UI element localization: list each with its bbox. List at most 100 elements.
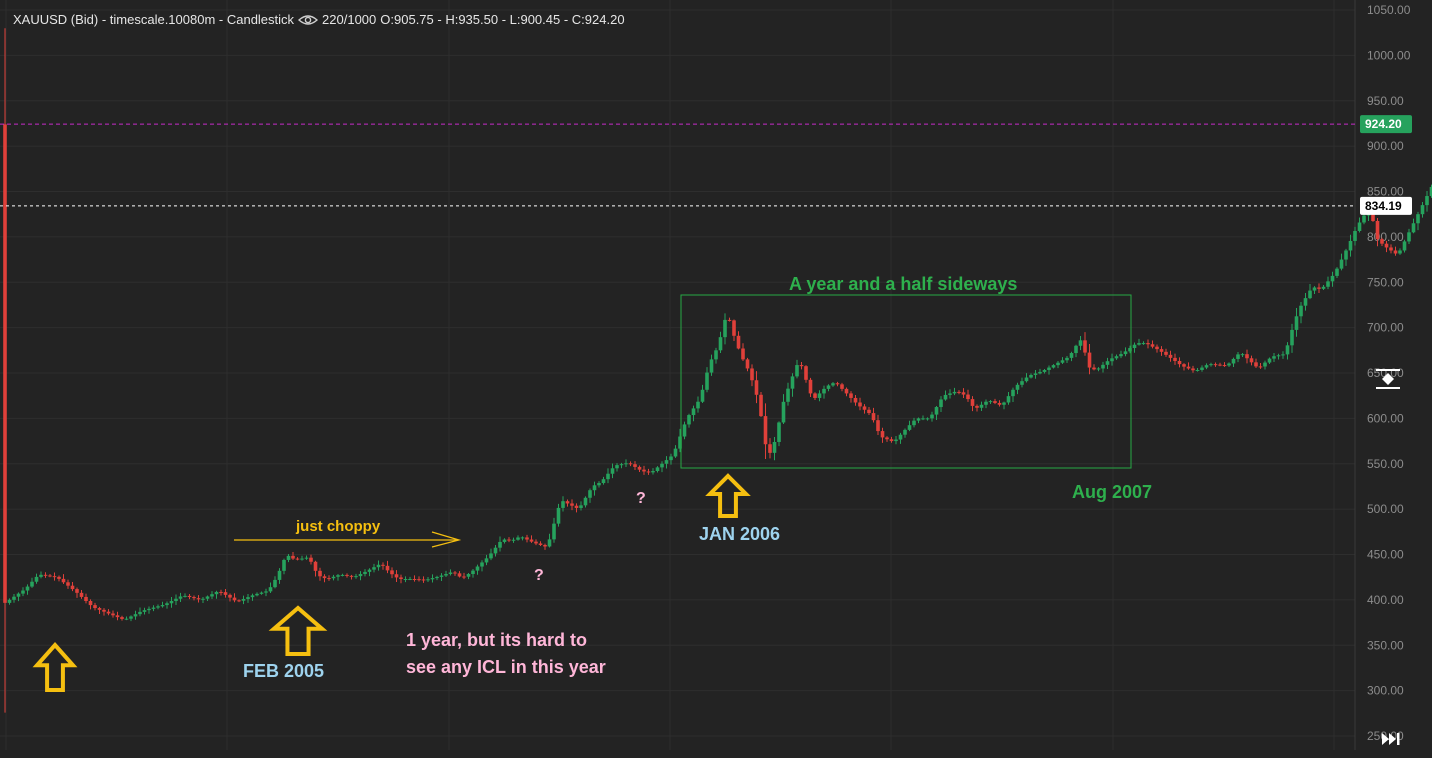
- candle-body: [1087, 352, 1092, 368]
- candle-body: [844, 388, 849, 394]
- candle-body: [1308, 290, 1312, 299]
- candle-body: [174, 598, 178, 602]
- scale-reset-icon[interactable]: [1376, 369, 1400, 389]
- candle-body: [1380, 239, 1384, 244]
- candle-body: [466, 574, 471, 577]
- candle-body: [1276, 355, 1281, 357]
- candle-body: [1213, 364, 1218, 366]
- candle-body: [403, 579, 408, 581]
- candle-body: [574, 505, 579, 508]
- candle-body: [858, 402, 862, 407]
- candle-body: [1249, 358, 1254, 363]
- candle-body: [268, 587, 273, 592]
- candle-body: [646, 471, 651, 473]
- candle-body: [25, 586, 30, 591]
- candle-body: [1290, 329, 1294, 346]
- candle-body: [1420, 205, 1425, 215]
- candle-body: [471, 570, 475, 575]
- candle-body: [1357, 222, 1362, 231]
- candle-body: [1285, 345, 1290, 355]
- candle-body: [1096, 368, 1101, 370]
- candle-body: [529, 539, 534, 542]
- jump-to-end-icon[interactable]: [1382, 733, 1400, 745]
- aug-2007-label: Aug 2007: [1072, 482, 1152, 502]
- candle-body: [592, 485, 597, 491]
- candle-body: [979, 404, 984, 408]
- candle-body: [1200, 367, 1204, 370]
- candle-body: [1335, 268, 1339, 276]
- candle-body: [129, 616, 133, 619]
- candle-body: [84, 596, 88, 602]
- candle-body: [1101, 364, 1105, 369]
- candle-body: [840, 384, 844, 389]
- candle-body: [408, 579, 412, 581]
- candle-body: [745, 359, 750, 369]
- candle-body: [880, 431, 885, 438]
- chart-info-bar: XAUUSD (Bid) - timescale.10080m - Candle…: [13, 12, 625, 27]
- candle-body: [903, 429, 907, 435]
- candle-body: [723, 319, 727, 338]
- candle-body: [228, 594, 232, 598]
- candle-body: [160, 605, 165, 607]
- candle-body: [1236, 354, 1240, 359]
- candle-body: [93, 605, 97, 609]
- candle-body: [363, 571, 367, 575]
- candle-body: [1227, 363, 1231, 366]
- candle-body: [628, 463, 633, 465]
- candle-body: [921, 418, 925, 420]
- candle-body: [511, 539, 516, 541]
- candle-body: [696, 401, 700, 409]
- candle-body: [30, 581, 34, 587]
- candle-body: [1267, 358, 1272, 363]
- candle-body: [498, 541, 502, 548]
- candle-body: [700, 389, 705, 402]
- candle-body: [732, 320, 736, 336]
- candle-body: [759, 394, 763, 417]
- candle-body: [957, 391, 961, 393]
- candle-body: [1006, 396, 1011, 403]
- candle-body: [390, 570, 394, 575]
- ohlc-readout: O:905.75 - H:935.50 - L:900.45 - C:924.2…: [380, 12, 625, 27]
- candle-body: [808, 379, 813, 394]
- candle-body: [1312, 287, 1317, 291]
- candle-body: [984, 401, 988, 405]
- candle-body: [75, 589, 79, 593]
- candle-body: [147, 608, 151, 611]
- candle-body: [822, 388, 826, 394]
- candle-body: [777, 422, 781, 442]
- candle-body: [1177, 360, 1182, 365]
- candle-body: [385, 565, 390, 571]
- candle-body: [1209, 364, 1213, 366]
- eye-icon[interactable]: [298, 14, 319, 26]
- candle-body: [1245, 354, 1249, 359]
- candle-body: [1033, 373, 1038, 375]
- candle-body: [313, 561, 318, 571]
- candle-body: [52, 576, 57, 578]
- arrow-up-icon: [705, 473, 751, 518]
- candle-body: [786, 388, 790, 402]
- candle-body: [322, 576, 327, 579]
- candle-body: [381, 564, 385, 566]
- candle-body: [48, 575, 52, 577]
- candle-body: [925, 418, 930, 420]
- candle-body: [358, 574, 363, 577]
- candle-body: [196, 598, 201, 600]
- candle-body: [601, 479, 606, 484]
- candle-body: [1272, 356, 1276, 359]
- candle-body: [255, 593, 259, 596]
- candle-body: [898, 434, 903, 440]
- y-tick-label: 350.00: [1367, 638, 1404, 652]
- candle-body: [349, 575, 354, 577]
- candle-body: [538, 543, 543, 545]
- candle-body: [619, 464, 624, 466]
- candle-body: [376, 564, 381, 568]
- candle-body: [1051, 365, 1056, 368]
- candle-body: [421, 579, 426, 581]
- candle-body: [1173, 357, 1177, 361]
- candle-body: [1393, 250, 1398, 254]
- question-mark: ?: [636, 490, 646, 507]
- candle-body: [286, 555, 291, 560]
- candle-body: [831, 383, 835, 386]
